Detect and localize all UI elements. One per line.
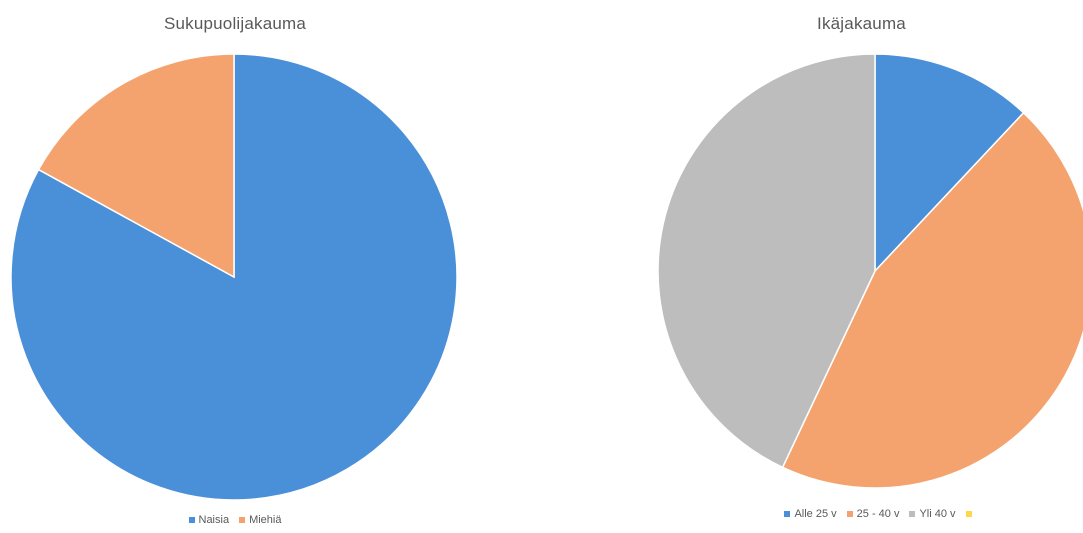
pie-plot [10,53,458,501]
legend-label: 25 - 40 v [856,508,900,521]
legend-swatch [909,511,916,518]
legend-swatch [846,511,853,518]
legend-swatch [239,517,246,524]
legend-item: Miehiä [239,514,281,526]
legend-item: Yli 40 v [909,508,956,521]
legend-swatch [965,511,972,518]
legend-swatch [188,517,195,524]
legend-label: Alle 25 v [794,508,837,521]
legend-item: Naisia [188,514,230,527]
legend: Naisia Miehiä [0,514,470,526]
pie-plot [657,53,1083,489]
pie-slice-miehi [37,53,235,279]
age-pie-chart: Ikäjakauma Alle 25 v 25 - 40 v Yli 40 v [640,0,1083,533]
legend: Alle 25 v 25 - 40 v Yli 40 v [610,508,1083,520]
legend-label: Yli 40 v [919,508,956,521]
pie-slice-alle-25-v [874,53,1025,273]
pie-slice-naisia [10,53,458,501]
chart-title: Sukupuolijakauma [163,14,307,33]
legend-label: Miehiä [249,514,282,527]
legend-item: 25 - 40 v [846,508,900,521]
legend-item [965,508,976,520]
legend-label: Naisia [198,514,230,527]
legend-item: Alle 25 v [784,508,837,521]
legend-swatch [784,511,791,518]
pie-slice-yli-40-v [657,53,876,469]
gender-pie-chart: Sukupuolijakauma Naisia Miehiä [0,0,470,533]
pie-slice-25-40-v [781,111,1083,489]
chart-title: Ikäjakauma [817,14,906,33]
